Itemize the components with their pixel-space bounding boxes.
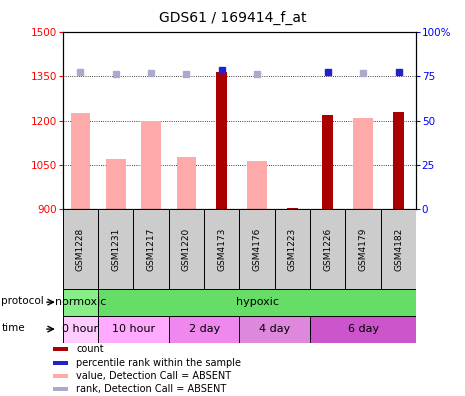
Text: GSM1228: GSM1228 (76, 227, 85, 271)
Text: 4 day: 4 day (259, 324, 291, 334)
Bar (310, 209, 345, 289)
Text: GSM1231: GSM1231 (111, 227, 120, 271)
Bar (53, 361, 68, 365)
Bar (287, 208, 298, 209)
Bar (141, 120, 161, 209)
Bar (275, 209, 310, 289)
Bar (177, 157, 196, 209)
Text: GSM4179: GSM4179 (359, 227, 368, 271)
Text: GSM1217: GSM1217 (146, 227, 156, 271)
Text: 0 hour: 0 hour (62, 324, 99, 334)
Bar (53, 347, 68, 351)
Bar (310, 316, 416, 343)
Bar (169, 209, 204, 289)
Bar (98, 209, 133, 289)
Bar (63, 209, 98, 289)
Bar (247, 161, 267, 209)
Bar (169, 316, 239, 343)
Text: 10 hour: 10 hour (112, 324, 155, 334)
Text: GSM1226: GSM1226 (323, 227, 332, 271)
Bar (239, 209, 275, 289)
Text: time: time (1, 323, 25, 333)
Bar (323, 115, 333, 209)
Text: GSM1223: GSM1223 (288, 227, 297, 271)
Text: normoxic: normoxic (55, 297, 106, 307)
Text: value, Detection Call = ABSENT: value, Detection Call = ABSENT (76, 371, 231, 381)
Bar (239, 316, 310, 343)
Bar (63, 289, 98, 316)
Text: 2 day: 2 day (188, 324, 220, 334)
Bar (71, 113, 90, 209)
Bar (353, 118, 373, 209)
Text: GSM4182: GSM4182 (394, 227, 403, 271)
Text: hypoxic: hypoxic (236, 297, 279, 307)
Text: protocol: protocol (1, 296, 44, 306)
Text: percentile rank within the sample: percentile rank within the sample (76, 358, 241, 367)
Bar (381, 209, 416, 289)
Text: 6 day: 6 day (348, 324, 379, 334)
Text: count: count (76, 344, 104, 354)
Bar (393, 112, 404, 209)
Bar (217, 72, 227, 209)
Bar (133, 209, 169, 289)
Bar (53, 387, 68, 391)
Text: GSM4173: GSM4173 (217, 227, 226, 271)
Text: GSM1220: GSM1220 (182, 227, 191, 271)
Bar (106, 159, 126, 209)
Bar (63, 316, 98, 343)
Text: rank, Detection Call = ABSENT: rank, Detection Call = ABSENT (76, 384, 226, 394)
Bar (204, 209, 239, 289)
Bar (98, 316, 169, 343)
Text: GDS61 / 169414_f_at: GDS61 / 169414_f_at (159, 11, 306, 25)
Text: GSM4176: GSM4176 (252, 227, 262, 271)
Bar (53, 374, 68, 378)
Bar (345, 209, 381, 289)
